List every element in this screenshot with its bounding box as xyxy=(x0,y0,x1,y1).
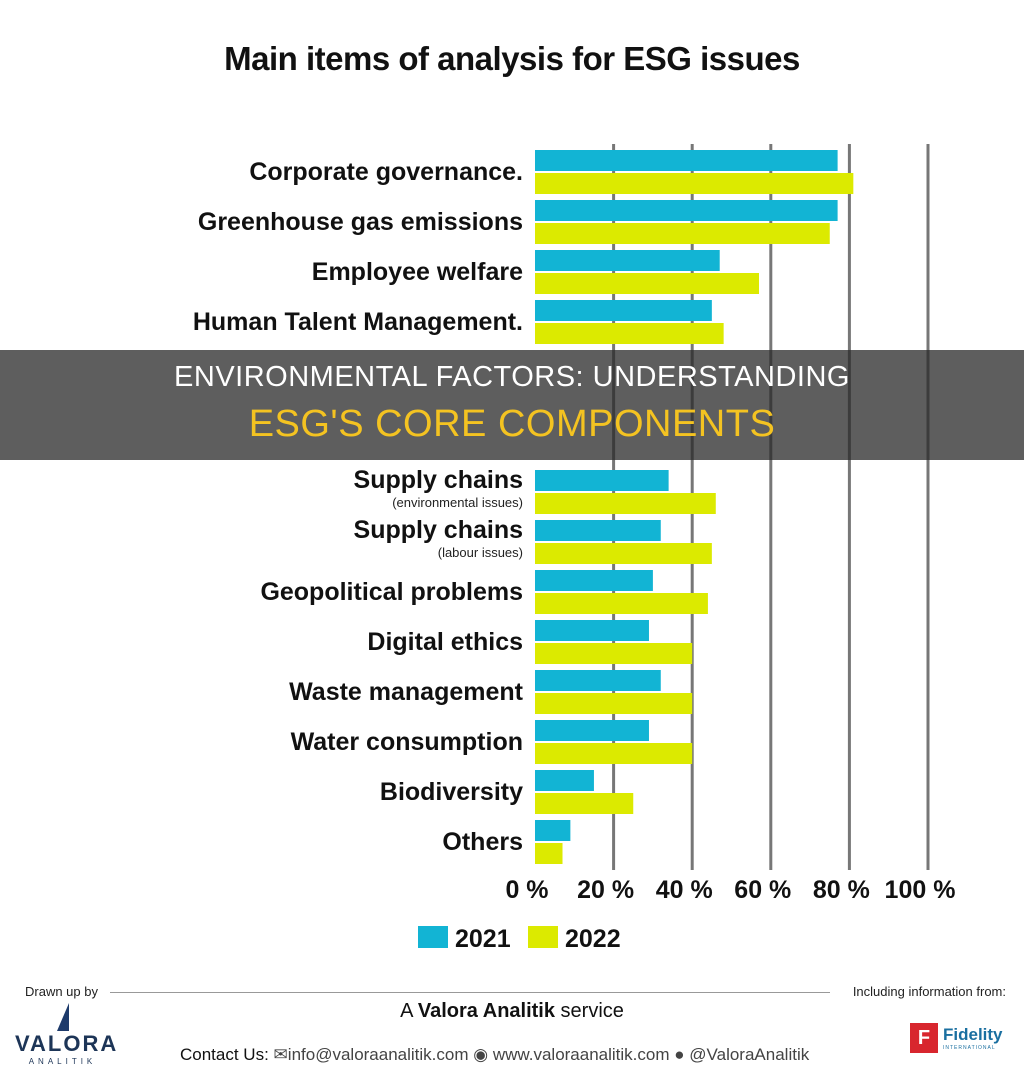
twitter-link[interactable]: @ValoraAnalitik xyxy=(689,1045,810,1064)
bar-2022 xyxy=(535,323,724,344)
drawn-by-label: Drawn up by xyxy=(25,984,98,999)
bar-2021 xyxy=(535,470,669,491)
bar-2021 xyxy=(535,250,720,271)
category-note: (labour issues) xyxy=(438,545,523,560)
bar-2022 xyxy=(535,793,634,814)
x-tick-label: 100 % xyxy=(885,876,956,904)
twitter-icon: ● xyxy=(674,1045,685,1064)
category-label: Human Talent Management. xyxy=(193,308,523,336)
legend-swatch-2022 xyxy=(528,926,558,948)
bar-2022 xyxy=(535,493,716,514)
category-label: Corporate governance. xyxy=(249,158,523,186)
bar-2021 xyxy=(535,200,838,221)
bar-2022 xyxy=(535,643,693,664)
bar-2022 xyxy=(535,693,693,714)
bar-2021 xyxy=(535,820,571,841)
contact-label: Contact Us: xyxy=(180,1045,269,1064)
bar-2021 xyxy=(535,570,653,591)
including-label: Including information from: xyxy=(852,984,1006,999)
overlay-title-line1: ENVIRONMENTAL FACTORS: UNDERSTANDING xyxy=(174,361,850,393)
chart-title: Main items of analysis for ESG issues xyxy=(224,40,800,77)
category-label: Digital ethics xyxy=(367,628,523,656)
bar-2021 xyxy=(535,720,649,741)
valora-logo-sub: ANALITIK xyxy=(28,1057,97,1066)
x-tick-label: 0 % xyxy=(505,876,548,904)
bar-2021 xyxy=(535,150,838,171)
category-note: (environmental issues) xyxy=(392,495,523,510)
bar-2021 xyxy=(535,520,661,541)
bar-2022 xyxy=(535,223,830,244)
service-rest: service xyxy=(560,1000,624,1022)
category-label: Biodiversity xyxy=(380,778,523,806)
category-label: Employee welfare xyxy=(312,258,523,286)
email-icon: ✉ xyxy=(273,1045,288,1064)
bar-chart: Corporate governance. Greenhouse gas emis… xyxy=(193,144,956,953)
title-overlay-band xyxy=(0,350,1024,460)
bar-2022 xyxy=(535,743,693,764)
valora-logo-text: VALORA xyxy=(15,1031,119,1056)
bar-2022 xyxy=(535,593,708,614)
bar-2022 xyxy=(535,543,712,564)
valora-wing-icon xyxy=(56,1003,69,1031)
bar-2022 xyxy=(535,173,854,194)
fidelity-logo-sub: INTERNATIONAL xyxy=(943,1045,996,1051)
legend-swatch-2021 xyxy=(418,926,448,948)
category-label: Geopolitical problems xyxy=(260,578,523,606)
service-line: A Valora Analitik service xyxy=(0,1000,1024,1023)
category-label: Supply chains xyxy=(354,516,523,544)
category-label: Greenhouse gas emissions xyxy=(198,208,523,236)
legend-label: 2021 xyxy=(455,925,511,953)
bar-2021 xyxy=(535,770,594,791)
x-tick-label: 60 % xyxy=(734,876,791,904)
x-tick-label: 20 % xyxy=(577,876,634,904)
fidelity-f-icon: F xyxy=(910,1023,938,1053)
category-label: Water consumption xyxy=(291,728,523,756)
category-label: Supply chains xyxy=(354,466,523,494)
category-label: Waste management xyxy=(289,678,524,706)
bar-2021 xyxy=(535,670,661,691)
fidelity-logo: F Fidelity INTERNATIONAL xyxy=(910,1023,1003,1053)
category-label: Others xyxy=(442,828,523,856)
website-link[interactable]: www.valoraanalitik.com xyxy=(492,1045,670,1064)
overlay-title-line2: ESG'S CORE COMPONENTS xyxy=(248,403,776,445)
bar-2022 xyxy=(535,843,563,864)
bar-2021 xyxy=(535,620,649,641)
bar-2021 xyxy=(535,300,712,321)
x-tick-label: 40 % xyxy=(656,876,713,904)
fidelity-logo-text: Fidelity xyxy=(943,1025,1003,1044)
service-a: A xyxy=(400,1000,413,1022)
footer-divider xyxy=(110,992,830,993)
globe-icon: ◉ xyxy=(473,1045,489,1064)
x-tick-label: 80 % xyxy=(813,876,870,904)
service-brand: Valora Analitik xyxy=(417,1000,555,1022)
bar-2022 xyxy=(535,273,760,294)
email-link[interactable]: info@valoraanalitik.com xyxy=(287,1045,469,1064)
valora-logo: VALORA ANALITIK xyxy=(15,1003,119,1066)
legend-label: 2022 xyxy=(565,925,621,953)
contact-line: Contact Us: ✉info@valoraanalitik.com ◉ w… xyxy=(180,1045,809,1065)
